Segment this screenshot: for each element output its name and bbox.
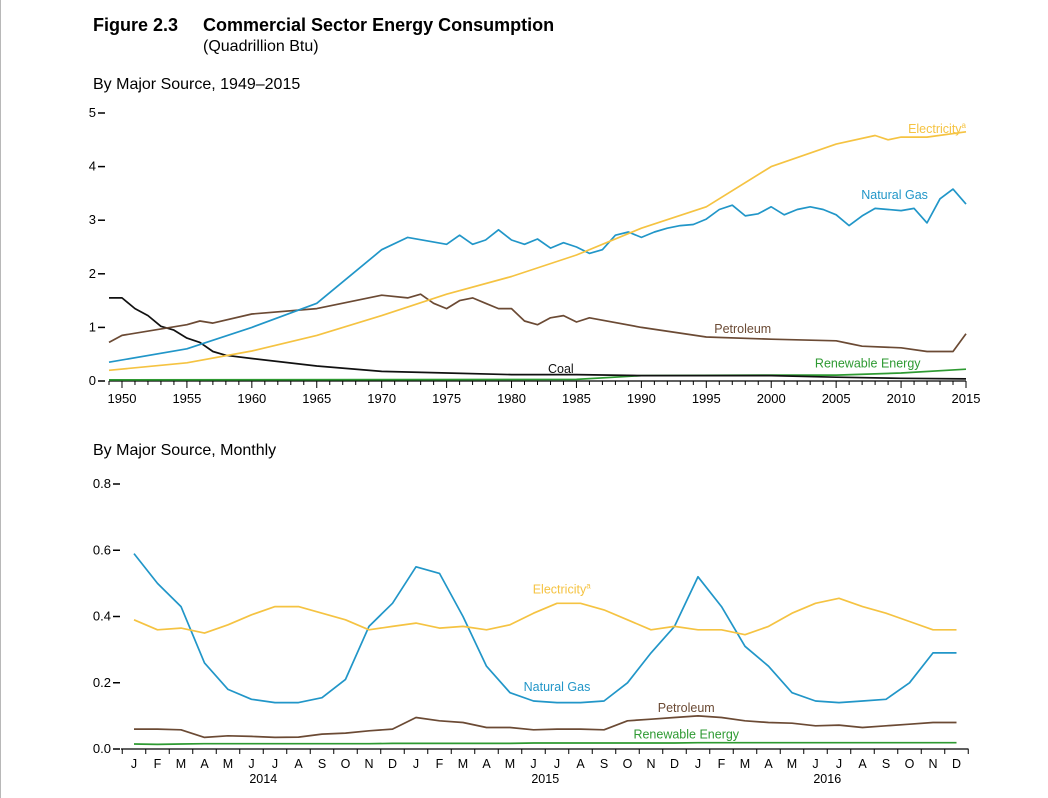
month-tick-label: N [364,757,373,771]
month-tick-label: J [248,757,254,771]
month-tick-label: N [646,757,655,771]
figure-title: Commercial Sector Energy Consumption [203,15,555,35]
year-tick-label: 2014 [249,772,277,786]
year-tick-label: 2015 [531,772,559,786]
month-tick-label: S [882,757,890,771]
monthly-label-renewable: Renewable Energy [633,727,739,741]
monthly-label-electricity: Electricitya [533,581,591,596]
annual-label-renewable: Renewable Energy [815,357,921,371]
month-tick-label: J [272,757,278,771]
annual-series-line-petroleum [108,293,967,353]
x-tick-label: 2015 [952,391,981,406]
x-tick-label: 1995 [692,391,721,406]
x-tick-label: 2000 [757,391,786,406]
month-tick-label: J [695,757,701,771]
month-tick-label: A [764,757,773,771]
x-tick-label: 1975 [432,391,461,406]
month-tick-label: J [554,757,560,771]
monthly-series-line-natural-gas [133,553,957,704]
x-tick-label: 1970 [367,391,396,406]
month-tick-label: F [154,757,162,771]
annual-series-line-electricity [108,130,967,372]
annual-label-natural-gas: Natural Gas [861,188,928,202]
y-tick-label: 0 [89,373,96,388]
y-tick-label: 5 [89,105,96,120]
annual-series-line-natural-gas [108,188,967,364]
month-tick-label: O [623,757,633,771]
month-tick-label: J [413,757,419,771]
month-tick-label: A [200,757,209,771]
figure-subtitle: (Quadrillion Btu) [203,38,319,55]
monthly-label-natural-gas: Natural Gas [524,680,591,694]
x-tick-label: 2005 [822,391,851,406]
month-tick-label: M [223,757,233,771]
monthly-series-line-electricity [133,597,957,636]
annual-label-electricity: Electricitya [908,121,966,136]
month-tick-label: M [505,757,515,771]
month-tick-label: J [812,757,818,771]
monthly-series-line-renewable [133,741,957,746]
x-tick-label: 1980 [497,391,526,406]
monthly-chart-title: By Major Source, Monthly [93,442,277,459]
y-tick-label: 0.6 [93,542,111,557]
month-tick-label: M [740,757,750,771]
y-tick-label: 2 [89,266,96,281]
annual-series-line-coal [109,297,967,380]
month-tick-label: S [318,757,326,771]
month-tick-label: A [294,757,303,771]
annual-chart-title: By Major Source, 1949–2015 [93,76,301,93]
y-tick-label: 1 [89,319,96,334]
x-tick-label: 1965 [302,391,331,406]
month-tick-label: A [482,757,491,771]
year-tick-label: 2016 [813,772,841,786]
month-tick-label: O [341,757,351,771]
month-tick-label: J [131,757,137,771]
y-tick-label: 0.0 [93,741,111,756]
month-tick-label: D [388,757,397,771]
x-tick-label: 1955 [172,391,201,406]
x-tick-label: 2010 [887,391,916,406]
x-tick-label: 1960 [237,391,266,406]
annual-label-coal: Coal [548,362,574,376]
month-tick-label: A [576,757,585,771]
month-tick-label: M [176,757,186,771]
month-tick-label: F [436,757,444,771]
month-tick-label: N [928,757,937,771]
y-tick-label: 4 [89,159,96,174]
x-tick-label: 1985 [562,391,591,406]
month-tick-label: F [718,757,726,771]
page-left-border [0,0,1,798]
month-tick-label: A [858,757,867,771]
month-tick-label: O [905,757,915,771]
y-tick-label: 0.4 [93,609,111,624]
y-tick-label: 0.8 [93,476,111,491]
y-tick-label: 0.2 [93,675,111,690]
annual-label-petroleum: Petroleum [714,322,771,336]
month-tick-label: D [952,757,961,771]
month-tick-label: D [670,757,679,771]
monthly-label-petroleum: Petroleum [658,701,715,715]
month-tick-label: M [458,757,468,771]
month-tick-label: J [530,757,536,771]
monthly-series-line-petroleum [134,715,957,739]
month-tick-label: S [600,757,608,771]
month-tick-label: J [836,757,842,771]
figure-number: Figure 2.3 [93,15,179,35]
y-tick-label: 3 [89,212,96,227]
month-tick-label: M [787,757,797,771]
x-tick-label: 1950 [108,391,137,406]
x-tick-label: 1990 [627,391,656,406]
